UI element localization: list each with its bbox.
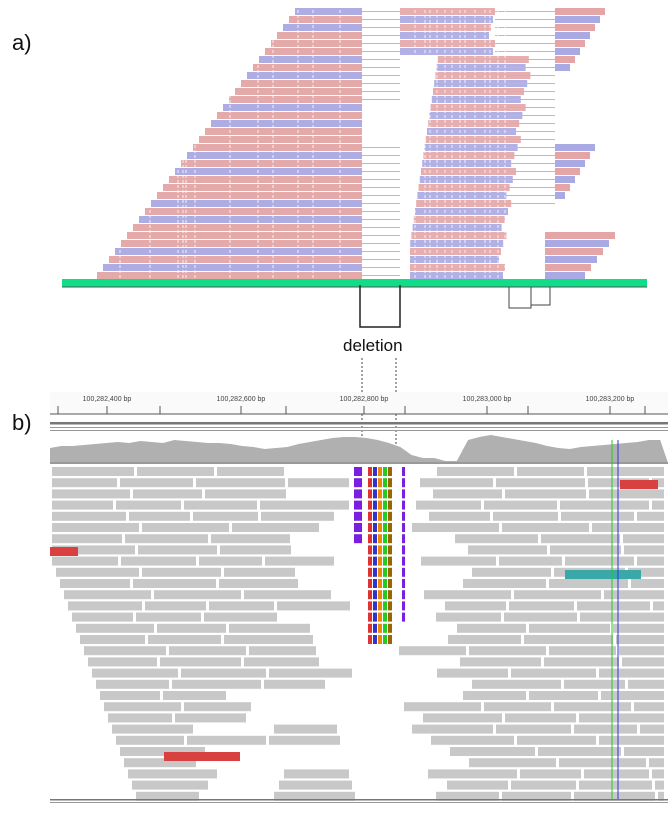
ruler-tick-label: 100,282,400 bp: [82, 396, 132, 403]
panel-b-label: b): [12, 410, 32, 435]
ruler-tick-label: 100,283,000 bp: [462, 396, 512, 403]
ruler-tick-label: 100,282,600 bp: [216, 396, 266, 403]
deletion-label: deletion: [343, 336, 403, 355]
sashimi-alignment-plot: [62, 8, 647, 328]
ruler-tick-label: 100,283,200 bp: [585, 396, 635, 403]
ruler-tick-label: 100,282,800 bp: [339, 396, 389, 403]
panel-a-label: a): [12, 30, 32, 55]
